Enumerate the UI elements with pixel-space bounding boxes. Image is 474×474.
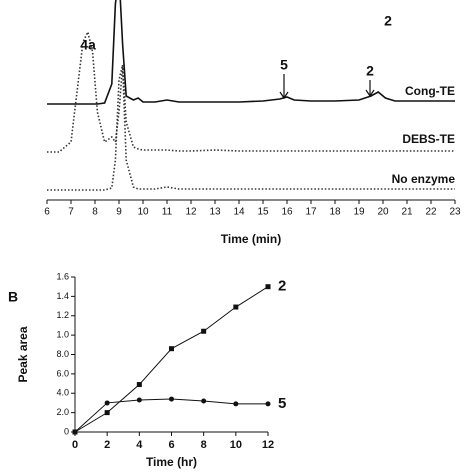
marker: [265, 401, 271, 407]
y-axis-label: Peak area: [16, 326, 30, 382]
marker: [72, 429, 78, 435]
y-tick-label: 1.6: [56, 271, 69, 281]
x-axis-label: Time (min): [221, 232, 281, 246]
x-tick-label: 16: [281, 207, 293, 218]
y-tick-label: 4.0: [56, 388, 69, 398]
y-tick-label: 0: [64, 426, 69, 436]
line: [74, 286, 269, 433]
marker: [104, 410, 110, 416]
marker: [233, 401, 239, 407]
y-tick-label: 6.0: [56, 368, 69, 378]
marker: [136, 397, 142, 403]
x-tick-label: 10: [230, 439, 242, 451]
annotation: 2: [366, 63, 374, 79]
x-tick-label: 19: [353, 207, 365, 218]
x-tick-label: 15: [257, 207, 269, 218]
y-tick-label: 1.0: [56, 330, 69, 340]
y-tick-label: 1.4: [56, 291, 69, 301]
x-tick-label: 8: [201, 439, 207, 451]
marker: [104, 400, 110, 406]
marker: [136, 382, 142, 388]
x-tick-label: 12: [185, 207, 197, 218]
x-tick-label: 22: [425, 207, 437, 218]
marker: [233, 304, 239, 310]
x-tick-label: 10: [137, 207, 149, 218]
series-label: 5: [278, 395, 286, 412]
x-tick-label: 7: [68, 207, 74, 218]
x-tick-label: 9: [116, 207, 122, 218]
x-tick-label: 8: [92, 207, 98, 218]
x-axis-label: Time (hr): [146, 455, 197, 469]
series-label: DEBS-TE: [402, 132, 455, 146]
y-tick-label: 1.2: [56, 310, 69, 320]
marker: [169, 396, 174, 402]
trace: [47, 0, 455, 105]
x-tick-label: 6: [44, 207, 50, 218]
trace: [47, 64, 455, 191]
x-tick-label: 18: [329, 207, 341, 218]
annotation: 5: [280, 57, 288, 73]
annotation: 4a: [80, 37, 96, 53]
y-tick-label: 8.0: [56, 349, 69, 359]
series-label: Cong-TE: [405, 84, 455, 98]
line: [74, 398, 268, 433]
x-tick-label: 11: [162, 207, 173, 218]
x-tick-label: 6: [168, 439, 174, 451]
marker: [169, 346, 174, 352]
x-tick-label: 12: [262, 439, 274, 451]
y-tick-label: 2.0: [56, 407, 69, 417]
marker: [201, 398, 207, 404]
x-tick-label: 0: [72, 439, 78, 451]
x-tick-label: 13: [209, 207, 221, 218]
arrow-head: [279, 91, 289, 100]
marker: [265, 284, 271, 290]
x-tick-label: 20: [377, 207, 389, 218]
x-tick-label: 2: [104, 439, 110, 451]
marker: [201, 328, 207, 334]
x-tick-label: 4: [136, 439, 143, 451]
traces: [47, 0, 455, 191]
series-label: No enzyme: [392, 172, 456, 186]
panel-label: B: [8, 289, 18, 305]
annotation: 2: [384, 13, 392, 29]
arrow-head: [365, 89, 375, 98]
x-tick-label: 14: [233, 207, 245, 218]
x-tick-label: 23: [449, 207, 461, 218]
x-tick-label: 21: [401, 207, 413, 218]
x-tick-label: 17: [305, 207, 317, 218]
series-label: 2: [278, 278, 286, 295]
